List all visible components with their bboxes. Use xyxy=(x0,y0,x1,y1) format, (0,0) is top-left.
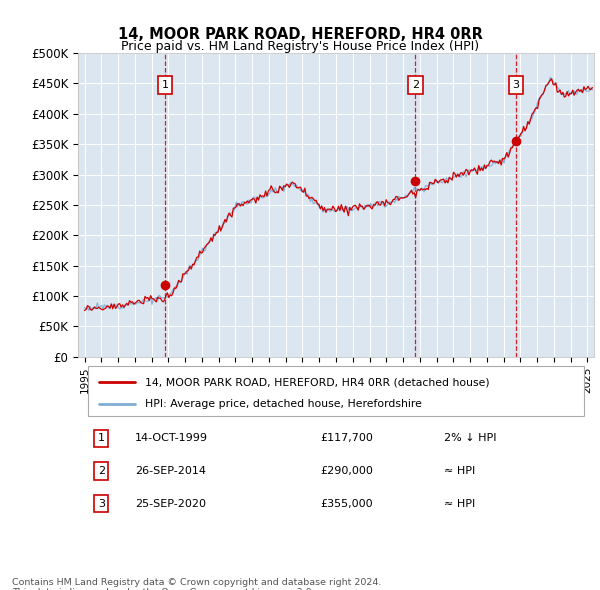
Text: 2: 2 xyxy=(98,466,105,476)
Text: 2: 2 xyxy=(412,80,419,90)
Text: Price paid vs. HM Land Registry's House Price Index (HPI): Price paid vs. HM Land Registry's House … xyxy=(121,40,479,53)
Text: Contains HM Land Registry data © Crown copyright and database right 2024.: Contains HM Land Registry data © Crown c… xyxy=(12,578,382,587)
Text: £290,000: £290,000 xyxy=(320,466,373,476)
Text: 26-SEP-2014: 26-SEP-2014 xyxy=(135,466,206,476)
Text: ≈ HPI: ≈ HPI xyxy=(445,499,476,509)
Text: £117,700: £117,700 xyxy=(320,433,373,443)
Text: 14-OCT-1999: 14-OCT-1999 xyxy=(135,433,208,443)
Text: 2% ↓ HPI: 2% ↓ HPI xyxy=(445,433,497,443)
Text: 14, MOOR PARK ROAD, HEREFORD, HR4 0RR (detached house): 14, MOOR PARK ROAD, HEREFORD, HR4 0RR (d… xyxy=(145,377,490,387)
Text: 1: 1 xyxy=(98,433,105,443)
Text: HPI: Average price, detached house, Herefordshire: HPI: Average price, detached house, Here… xyxy=(145,399,422,409)
Text: 1: 1 xyxy=(161,80,169,90)
Text: This data is licensed under the Open Government Licence v3.0.: This data is licensed under the Open Gov… xyxy=(12,588,314,590)
Text: 3: 3 xyxy=(98,499,105,509)
Text: 25-SEP-2020: 25-SEP-2020 xyxy=(135,499,206,509)
Text: ≈ HPI: ≈ HPI xyxy=(445,466,476,476)
Bar xyxy=(88,366,584,417)
Text: 3: 3 xyxy=(512,80,520,90)
Text: £355,000: £355,000 xyxy=(320,499,373,509)
Text: 14, MOOR PARK ROAD, HEREFORD, HR4 0RR: 14, MOOR PARK ROAD, HEREFORD, HR4 0RR xyxy=(118,27,482,41)
